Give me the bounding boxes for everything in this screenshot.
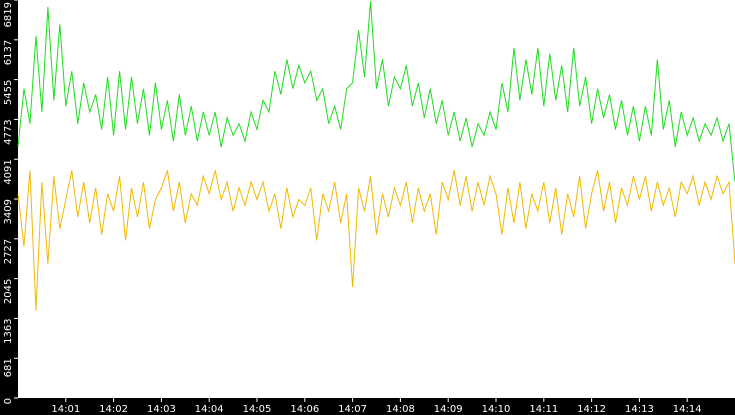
- y-tick-label: 2045: [3, 279, 14, 304]
- x-tick-label: 14:02: [99, 404, 128, 415]
- y-tick-label: 1363: [3, 318, 14, 343]
- y-tick-label: 5455: [3, 80, 14, 105]
- y-tick-label: 0: [3, 398, 14, 404]
- y-tick-label: 4091: [3, 159, 14, 184]
- x-tick-label: 14:11: [529, 404, 558, 415]
- y-tick-label: 4773: [3, 119, 14, 144]
- y-tick-label: 2727: [3, 239, 14, 264]
- x-tick-label: 14:01: [51, 404, 80, 415]
- y-tick-label: 3409: [3, 199, 14, 224]
- x-tick-label: 14:03: [147, 404, 176, 415]
- x-tick-label: 14:06: [290, 404, 319, 415]
- x-tick-label: 14:10: [482, 404, 511, 415]
- x-tick-label: 14:12: [577, 404, 606, 415]
- y-tick-label: 6819: [3, 2, 14, 27]
- x-tick-label: 14:04: [195, 404, 224, 415]
- y-tick-label: 6137: [3, 40, 14, 65]
- x-tick-label: 14:13: [625, 404, 654, 415]
- plot-area: [18, 0, 735, 398]
- y-tick-label: 681: [3, 358, 14, 377]
- x-tick-label: 14:14: [673, 404, 702, 415]
- x-tick-label: 14:09: [434, 404, 463, 415]
- series-line: [17, 1, 735, 183]
- x-tick-label: 14:05: [243, 404, 272, 415]
- series-line: [17, 170, 735, 311]
- x-tick-label: 14:07: [338, 404, 367, 415]
- x-tick-label: 14:08: [386, 404, 415, 415]
